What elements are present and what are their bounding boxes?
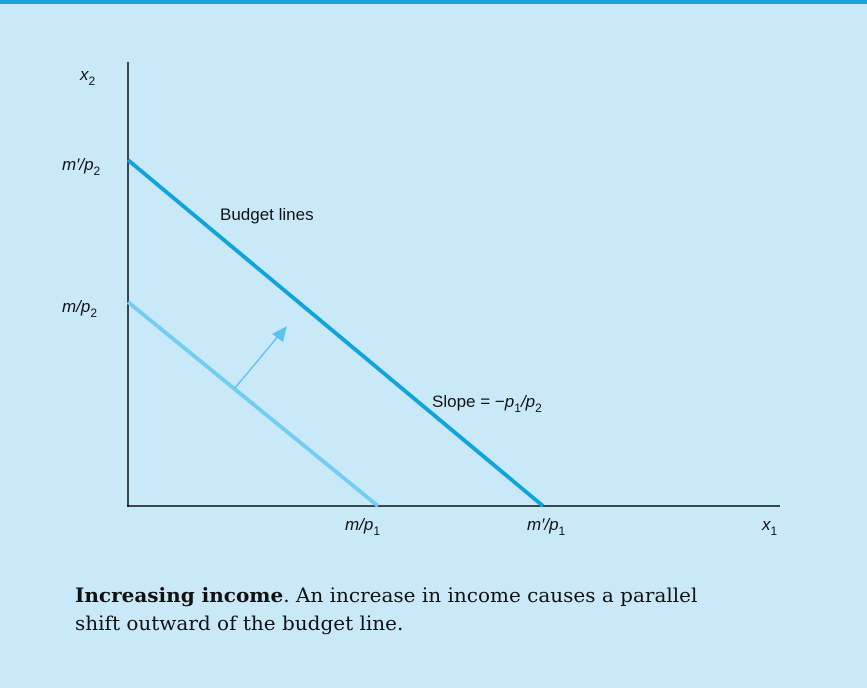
arrow-head: [272, 326, 287, 342]
subscript: 1: [514, 401, 521, 415]
subscript: 1: [373, 524, 380, 538]
caption-text: . An increase in income causes a paralle…: [283, 583, 697, 607]
label-lines-label: Budget lines: [220, 205, 314, 224]
caption-title: Increasing income: [75, 583, 283, 607]
label-x-inner: m/p1: [345, 515, 380, 538]
label-part: m′/p: [527, 515, 559, 534]
caption-line: Increasing income. An increase in income…: [75, 583, 697, 607]
label-part: m/p: [345, 515, 373, 534]
label-x-axis: x1: [761, 515, 778, 538]
label-part: m′/p: [62, 155, 94, 174]
label-part: /p: [520, 392, 535, 411]
top-rule: [0, 0, 867, 4]
label-y-axis: x2: [79, 65, 96, 88]
subscript: 2: [89, 74, 96, 88]
budget-line-outer: [126, 158, 545, 508]
subscript: 2: [90, 306, 97, 320]
budget-line-inner: [126, 300, 380, 508]
subscript: 2: [94, 164, 101, 178]
label-y-inner: m/p2: [62, 297, 97, 320]
subscript: 1: [771, 524, 778, 538]
label-part: m/p: [62, 297, 90, 316]
label-part: Slope = −: [432, 392, 505, 411]
label-slope: Slope = −p1/p2: [432, 392, 542, 415]
label-x-outer: m′/p1: [527, 515, 566, 538]
label-part: Budget lines: [220, 205, 314, 224]
label-part: x: [79, 65, 89, 84]
label-part: p: [504, 392, 514, 411]
label-part: x: [761, 515, 771, 534]
subscript: 1: [559, 524, 566, 538]
shift-arrow: [234, 333, 281, 389]
label-y-outer: m′/p2: [62, 155, 101, 178]
caption-line: shift outward of the budget line.: [75, 611, 403, 635]
subscript: 2: [535, 401, 542, 415]
